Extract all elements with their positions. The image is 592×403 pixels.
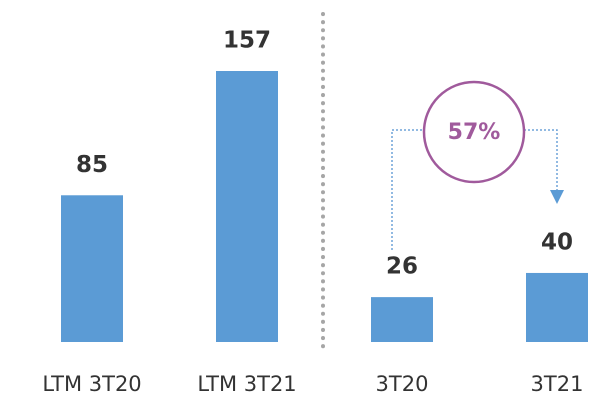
annotation-circle: [422, 80, 526, 184]
connector-left: [391, 129, 424, 250]
bar: [216, 71, 278, 342]
bar: [371, 297, 433, 342]
category-label: 3T21: [531, 372, 584, 396]
bar: [526, 272, 588, 342]
category-label: 3T20: [376, 372, 429, 396]
category-label: LTM 3T20: [42, 372, 141, 396]
annotation: 57%: [448, 120, 501, 145]
value-label: 26: [386, 254, 418, 280]
value-label: 85: [76, 152, 108, 178]
category-label: LTM 3T21: [197, 372, 296, 396]
arrow-head: [550, 190, 564, 204]
value-label: 157: [223, 28, 271, 54]
bar: [61, 195, 123, 342]
connector-right: [524, 129, 558, 192]
value-label: 40: [541, 229, 573, 255]
